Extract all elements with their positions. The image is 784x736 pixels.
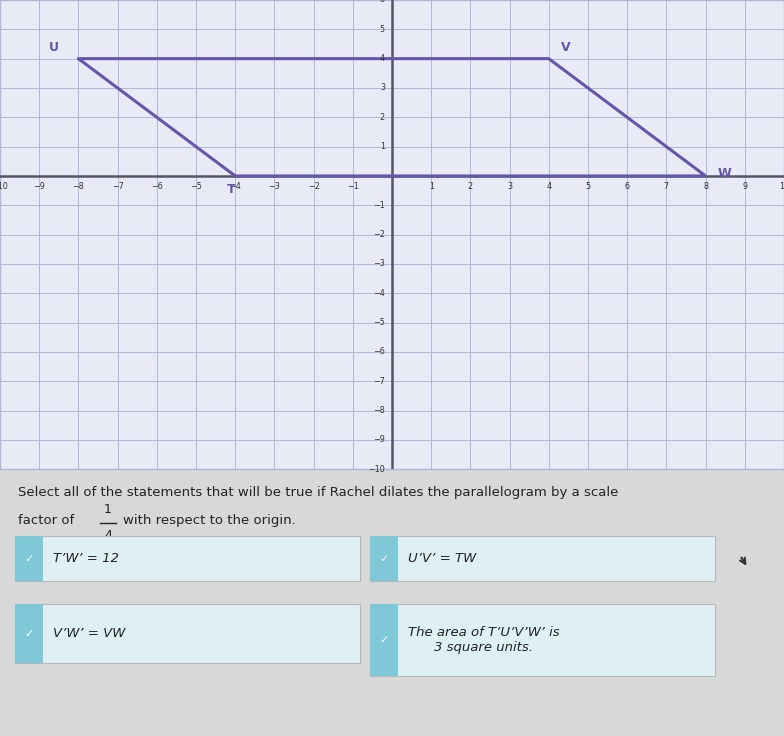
FancyBboxPatch shape: [15, 604, 43, 663]
Text: −9: −9: [373, 436, 385, 445]
Text: V’W’ = VW: V’W’ = VW: [53, 627, 125, 640]
Text: 1: 1: [380, 142, 385, 151]
Text: −5: −5: [190, 183, 202, 191]
Text: −3: −3: [269, 183, 280, 191]
Text: ✓: ✓: [24, 629, 34, 639]
Text: 6: 6: [625, 183, 630, 191]
Text: 9: 9: [742, 183, 747, 191]
Text: −1: −1: [373, 201, 385, 210]
Text: Select all of the statements that will be true if Rachel dilates the parallelogr: Select all of the statements that will b…: [18, 486, 619, 500]
FancyBboxPatch shape: [15, 537, 360, 581]
Text: −2: −2: [307, 183, 320, 191]
Text: ✓: ✓: [379, 635, 389, 645]
Text: 1: 1: [104, 503, 112, 516]
Text: 3: 3: [507, 183, 512, 191]
Text: T’W’ = 12: T’W’ = 12: [53, 552, 119, 565]
Text: 4: 4: [104, 529, 112, 542]
Text: with respect to the origin.: with respect to the origin.: [123, 514, 296, 527]
Text: 2: 2: [468, 183, 473, 191]
FancyBboxPatch shape: [370, 604, 715, 676]
Text: V: V: [561, 41, 570, 54]
Text: −2: −2: [373, 230, 385, 239]
Text: U: U: [49, 41, 59, 54]
Text: −6: −6: [373, 347, 385, 356]
Text: U’V’ = TW: U’V’ = TW: [408, 552, 476, 565]
Text: −10: −10: [368, 464, 385, 474]
Text: 10: 10: [779, 183, 784, 191]
Text: 5: 5: [379, 25, 385, 34]
Text: −1: −1: [347, 183, 358, 191]
Text: The area of T’U’V’W’ is
3 square units.: The area of T’U’V’W’ is 3 square units.: [408, 626, 560, 654]
Text: 8: 8: [703, 183, 708, 191]
Text: −7: −7: [373, 377, 385, 386]
FancyBboxPatch shape: [370, 537, 715, 581]
Text: −9: −9: [33, 183, 45, 191]
Text: 6: 6: [380, 0, 385, 4]
Text: 4: 4: [546, 183, 551, 191]
Text: −8: −8: [73, 183, 84, 191]
Text: 4: 4: [380, 54, 385, 63]
FancyBboxPatch shape: [370, 604, 398, 676]
Text: −8: −8: [373, 406, 385, 415]
Text: −4: −4: [230, 183, 241, 191]
Text: −3: −3: [373, 259, 385, 269]
Text: −5: −5: [373, 318, 385, 327]
Text: 5: 5: [586, 183, 590, 191]
Text: −4: −4: [373, 289, 385, 298]
Text: W: W: [717, 166, 731, 180]
FancyBboxPatch shape: [370, 537, 398, 581]
Text: factor of: factor of: [18, 514, 78, 527]
FancyBboxPatch shape: [15, 537, 43, 581]
Text: 1: 1: [429, 183, 434, 191]
Text: 2: 2: [379, 113, 385, 121]
Text: −7: −7: [111, 183, 124, 191]
Text: −10: −10: [0, 183, 9, 191]
Text: 7: 7: [664, 183, 669, 191]
Text: T: T: [227, 183, 236, 197]
Text: −6: −6: [151, 183, 162, 191]
FancyBboxPatch shape: [15, 604, 360, 663]
Text: ✓: ✓: [24, 553, 34, 564]
Text: 3: 3: [380, 83, 385, 93]
Text: ✓: ✓: [379, 553, 389, 564]
